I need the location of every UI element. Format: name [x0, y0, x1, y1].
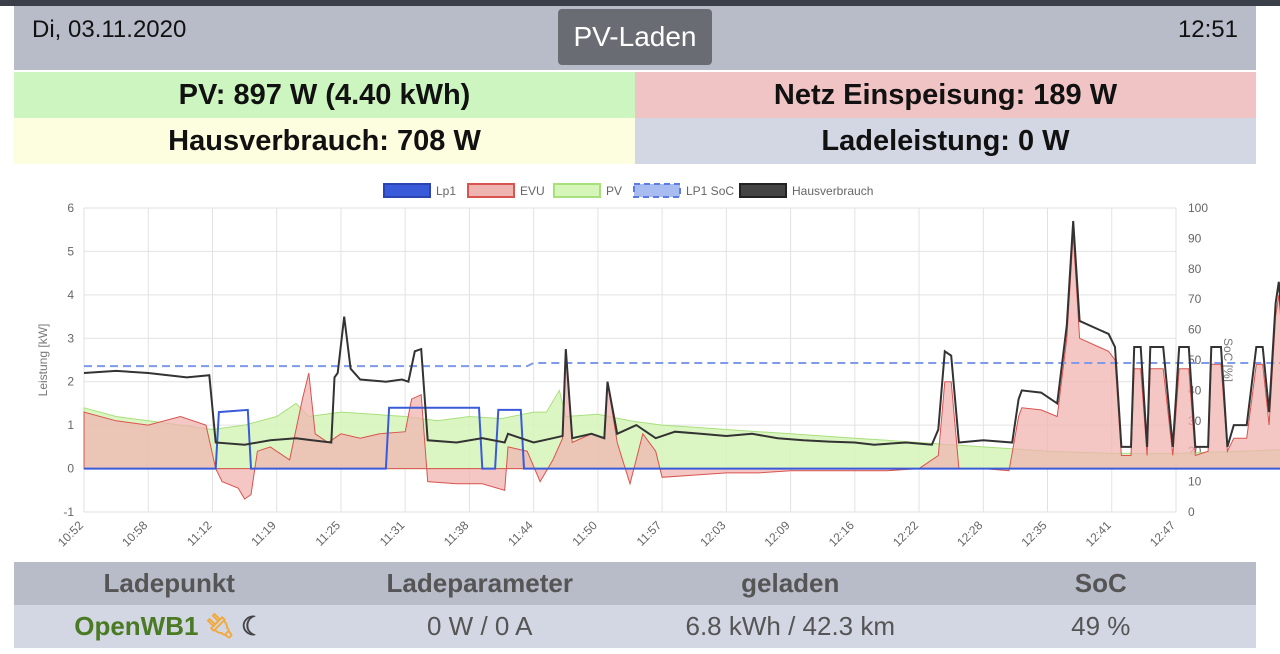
legend-item: EVU	[467, 183, 545, 198]
legend-label: Hausverbrauch	[792, 184, 873, 198]
y-tick-label: 2	[67, 375, 74, 389]
mode-button[interactable]: PV-Laden	[558, 9, 712, 65]
legend-swatch	[467, 183, 515, 198]
legend-item: PV	[553, 183, 622, 198]
legend-item: Hausverbrauch	[739, 183, 873, 198]
top-bar	[0, 0, 1280, 6]
header-geladen: geladen	[741, 568, 840, 598]
header-soc: SoC	[1074, 568, 1127, 598]
x-tick-label: 12:28	[954, 518, 985, 549]
x-tick-label: 10:52	[55, 518, 86, 549]
chargepoint-table: Ladepunkt Ladeparameter geladen SoC Open…	[14, 562, 1256, 648]
state-of-charge: 49 %	[1071, 611, 1131, 641]
chargepoint-name: OpenWB1	[74, 611, 199, 641]
y2-tick-label: 100	[1188, 201, 1208, 215]
table-header: Ladepunkt Ladeparameter geladen SoC	[14, 562, 1256, 605]
series-evu	[83, 234, 1280, 500]
table-row[interactable]: OpenWB1 🔌︎ ☾ 0 W / 0 A 6.8 kWh / 42.3 km…	[14, 605, 1256, 648]
header: Di, 03.11.2020 PV-Laden 12:51	[14, 6, 1256, 70]
x-tick-label: 11:38	[441, 518, 472, 549]
x-tick-label: 12:35	[1019, 518, 1050, 549]
x-tick-label: 10:58	[119, 518, 150, 549]
header-time: 12:51	[1177, 16, 1238, 43]
x-tick-label: 12:47	[1147, 518, 1178, 549]
x-tick-label: 11:44	[505, 518, 536, 549]
y2-tick-label: 70	[1188, 292, 1202, 306]
y-tick-label: 5	[67, 244, 74, 258]
x-tick-label: 12:22	[890, 518, 921, 549]
legend-swatch	[383, 183, 431, 198]
y-tick-label: -1	[63, 505, 74, 519]
y2-tick-label: 10	[1188, 475, 1202, 489]
legend-item: Lp1	[383, 183, 456, 198]
x-tick-label: 12:03	[697, 518, 728, 549]
x-tick-label: 11:19	[248, 518, 279, 549]
pv-power: PV: 897 W (4.40 kWh)	[14, 72, 635, 118]
charged-energy: 6.8 kWh / 42.3 km	[685, 611, 896, 641]
x-tick-label: 11:12	[184, 518, 215, 549]
y-tick-label: 4	[67, 288, 74, 302]
house-consumption: Hausverbrauch: 708 W	[14, 118, 635, 164]
legend-label: LP1 SoC	[686, 184, 734, 198]
grid-feed-in: Netz Einspeisung: 189 W	[635, 72, 1256, 118]
x-tick-label: 12:16	[826, 518, 857, 549]
x-tick-label: 12:09	[762, 518, 793, 549]
legend-label: PV	[606, 184, 622, 198]
x-tick-label: 11:25	[313, 518, 344, 549]
y2-tick-label: 80	[1188, 262, 1202, 276]
chargepoint-name-wrap[interactable]: OpenWB1 🔌︎ ☾	[74, 611, 264, 642]
x-tick-label: 11:50	[569, 518, 600, 549]
legend-swatch	[633, 183, 681, 198]
y-tick-label: 0	[67, 462, 74, 476]
y2-axis-label: SoC [%]	[1221, 338, 1235, 382]
power-chart[interactable]: 6543210-1100908070605040302010010:5210:5…	[0, 176, 1280, 562]
chargepoint-cell: OpenWB1 🔌︎ ☾	[14, 605, 325, 648]
legend-label: EVU	[520, 184, 545, 198]
header-ladeparameter: Ladeparameter	[386, 568, 573, 598]
y-tick-label: 3	[67, 331, 74, 345]
x-tick-label: 11:31	[377, 518, 408, 549]
charging-power: Ladeleistung: 0 W	[635, 118, 1256, 164]
legend-label: Lp1	[436, 184, 456, 198]
charge-parameters: 0 W / 0 A	[427, 611, 533, 641]
legend-swatch	[553, 183, 601, 198]
legend-item: LP1 SoC	[633, 183, 734, 198]
y-axis-label: Leistung [kW]	[36, 324, 50, 397]
x-tick-label: 11:57	[634, 518, 665, 549]
series-hausverbrauch	[83, 220, 1280, 448]
header-ladepunkt: Ladepunkt	[103, 568, 235, 598]
series-soc	[84, 362, 1280, 368]
y2-tick-label: 90	[1188, 231, 1202, 245]
y-tick-label: 6	[67, 201, 74, 215]
x-tick-label: 12:41	[1083, 518, 1114, 549]
y-tick-label: 1	[67, 418, 74, 432]
y2-tick-label: 60	[1188, 323, 1202, 337]
plug-icon: 🔌︎	[204, 613, 235, 640]
series-lp1	[84, 406, 1280, 470]
moon-icon: ☾	[240, 611, 265, 641]
y2-tick-label: 0	[1188, 505, 1195, 519]
header-date: Di, 03.11.2020	[32, 16, 187, 43]
legend-swatch	[739, 183, 787, 198]
